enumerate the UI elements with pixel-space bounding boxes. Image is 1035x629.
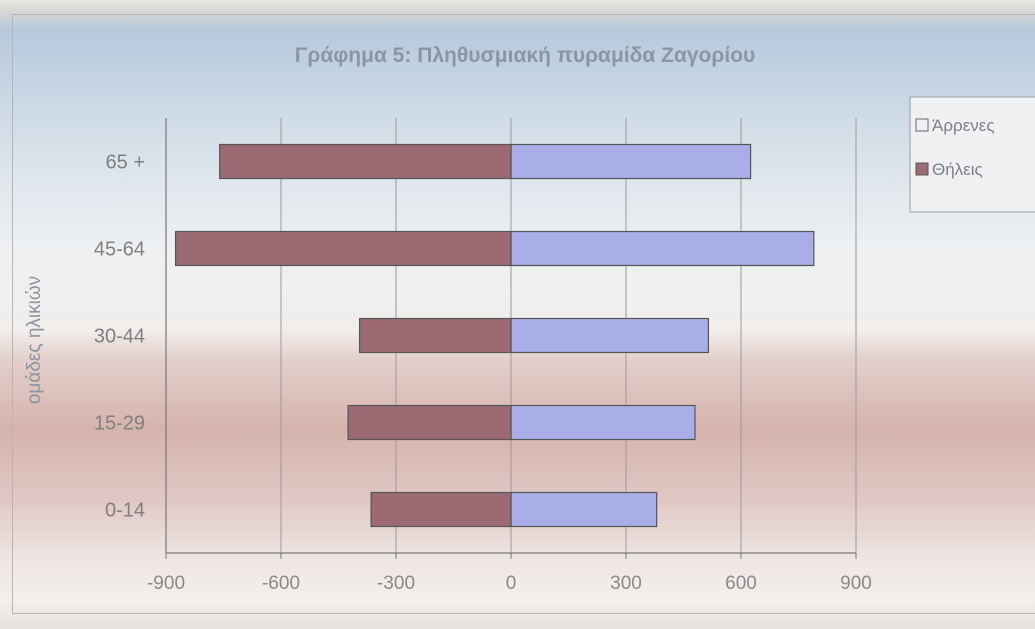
bar-females-1 <box>174 230 512 267</box>
chart-title: Γράφημα 5: Πληθυσμιακή πυραμίδα Ζαγορίου <box>295 44 756 67</box>
bars <box>174 143 815 528</box>
bar-males-1 <box>510 230 815 267</box>
y-category-label-4: 0-14 <box>105 500 145 522</box>
y-category-label-1: 45-64 <box>94 239 145 261</box>
x-tick-label-2: -300 <box>377 573 415 594</box>
bar-males-4 <box>510 491 658 528</box>
x-tick-label-4: 300 <box>610 573 642 594</box>
chart-border <box>12 14 1035 614</box>
x-tick-label-5: 600 <box>725 573 757 594</box>
x-tick-label-3: 0 <box>506 573 517 594</box>
bar-males-2 <box>510 317 710 354</box>
legend: Άρρενες Θήλεις <box>909 96 1035 213</box>
y-axis-label: ομάδες ηλικιών <box>24 276 45 404</box>
bar-females-3 <box>347 404 512 441</box>
legend-swatch-males <box>915 118 929 132</box>
axes <box>165 118 857 559</box>
bar-females-4 <box>370 491 512 528</box>
x-tick-label-6: 900 <box>840 573 872 594</box>
y-category-label-2: 30-44 <box>94 326 145 348</box>
x-tick-label-1: -600 <box>262 573 300 594</box>
bar-females-2 <box>358 317 512 354</box>
legend-label-males: Άρρενες <box>932 116 995 135</box>
x-tick-label-0: -900 <box>147 573 185 594</box>
y-category-label-0: 65 + <box>106 152 145 174</box>
legend-label-females: Θήλεις <box>932 160 983 179</box>
bar-females-0 <box>219 143 512 180</box>
legend-box <box>909 96 1035 213</box>
bar-males-0 <box>510 143 752 180</box>
x-tick-labels: -900 -600 -300 0 300 600 900 <box>147 573 872 594</box>
y-category-label-3: 15-29 <box>94 413 145 435</box>
y-category-labels: 65 + 45-64 30-44 15-29 0-14 <box>94 152 145 522</box>
bar-males-3 <box>510 404 696 441</box>
legend-swatch-females <box>915 162 929 176</box>
